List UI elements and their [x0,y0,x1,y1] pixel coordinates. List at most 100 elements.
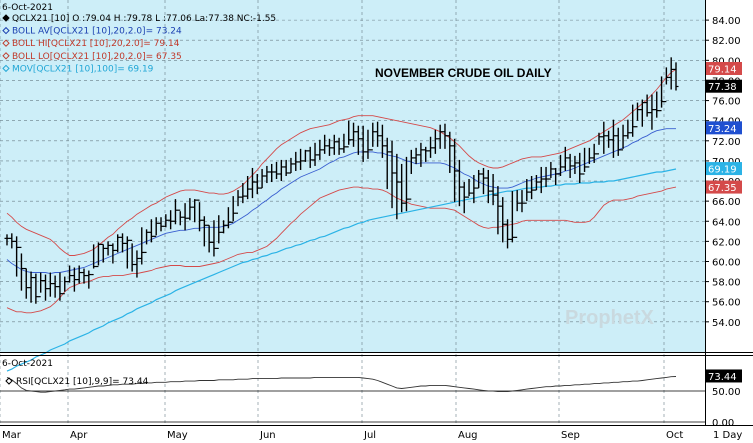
svg-text:79.14: 79.14 [708,64,737,75]
ohlc-bar [456,159,462,207]
ohlc-bar [86,270,92,289]
ohlc-bar [505,219,511,249]
ohlc-bar [461,182,467,214]
ohlc-bar [211,220,217,257]
ohlc-bar [120,233,126,253]
ohlc-bar [28,271,34,303]
period-label: 1 Day [713,430,742,441]
y-tick-label: 82.00 [712,36,741,47]
ohlc-bar [557,154,563,176]
ohlc-bar [606,130,612,148]
ohlc-bar [548,161,554,180]
ohlc-bar [33,273,39,304]
ohlc-bar [620,124,626,151]
ohlc-bar [572,155,578,174]
flag-last: 77.38 [706,79,742,93]
ohlc-bar [110,243,116,264]
ohlc-bar [230,196,236,223]
rsi-flag: 73.44 [706,369,742,383]
ohlc-bar [153,217,159,237]
ohlc-bar [317,139,323,160]
ohlc-bar [663,67,669,103]
ohlc-bar [95,242,101,268]
flag-boll-hi: 79.14 [706,61,742,75]
ohlc-bar [240,183,246,204]
ohlc-bar [192,199,198,223]
diamond-icon [2,52,10,60]
ohlc-bar [610,119,616,158]
ohlc-bar [225,207,231,229]
ohlc-bar [586,147,592,168]
ohlc-bar [274,161,280,180]
ohlc-bar [312,142,318,166]
series-line-boll-av [6,128,676,275]
rsi-legend-text: RSI[QCLX21 [10],9,9]= 73.44 [16,377,149,387]
diamond-icon [2,64,10,73]
ohlc-bar [254,173,260,195]
x-tick-label: Mar [2,430,22,441]
y-tick-label: 66.00 [712,197,741,208]
ohlc-bar [197,199,203,232]
ohlc-bar [634,102,640,128]
ohlc-bar [62,276,68,295]
ohlc-bar [4,234,10,246]
ohlc-bar [466,179,472,198]
rsi-tick-label: 0.00 [712,418,734,429]
ohlc-bar [278,159,284,182]
ohlc-bar [509,191,515,243]
indicator-lines [6,69,677,372]
ohlc-bar [148,219,154,243]
ohlc-bar [577,152,583,184]
ohlc-bar [346,120,352,148]
ohlc-bar [201,216,207,247]
svg-text:73.24: 73.24 [708,124,737,135]
ohlc-bar [105,241,111,256]
legend-item: QCLX21 [10] O :79.04 H :79.78 L :77.06 L… [2,14,276,24]
ohlc-bar [129,239,135,272]
ohlc-bar [596,132,602,155]
ohlc-bar [38,272,44,298]
svg-text:77.38: 77.38 [708,82,737,93]
ohlc-bar [144,229,150,254]
ohlc-bar [43,274,49,301]
x-tick-label: Jul [363,430,376,441]
price-date-label: 6-Oct-2021 [2,3,53,13]
ohlc-bar [91,244,97,276]
svg-text:69.19: 69.19 [708,165,737,176]
ohlc-bar [206,224,212,253]
ohlc-bar [471,174,477,204]
price-axis-bg [705,0,753,352]
x-tick-label: Sep [561,430,580,441]
ohlc-bar [283,159,289,176]
ohlc-bar [649,94,655,130]
ohlc-bar [399,163,405,213]
y-tick-label: 76.00 [712,97,741,108]
series-line-mov [6,168,677,372]
ohlc-bar [567,153,573,179]
y-tick-label: 54.00 [712,318,741,329]
ohlc-bar [582,147,588,175]
ohlc-bar [298,148,304,170]
ohlc-bar [182,203,188,231]
ohlc-bar [76,265,82,284]
ohlc-bar [326,138,332,156]
y-tick-label: 80.00 [712,56,741,67]
ohlc-bar [476,169,482,189]
ohlc-bar [403,156,409,212]
ohlc-bar [249,167,255,199]
ohlc-bar [177,209,183,226]
y-tick-label: 58.00 [712,278,741,289]
ohlc-bar [52,275,58,298]
series-line-boll-lo [6,186,677,314]
svg-text:73.44: 73.44 [708,372,737,383]
ohlc-bar [336,137,342,155]
rsi-tick-label: 50.00 [712,387,741,398]
last-value-flags: 79.14 77.38 73.24 69.19 67.35 [706,61,742,194]
legend-item: BOLL LO[QCLX21 [10],20,2.0]= 67.35 [2,52,182,62]
ohlc-bar [490,173,496,206]
ohlc-bar [615,127,621,156]
ohlc-bar [23,267,29,299]
price-bars [4,57,679,304]
ohlc-bar [601,121,607,154]
x-tick-label: Apr [70,430,88,441]
